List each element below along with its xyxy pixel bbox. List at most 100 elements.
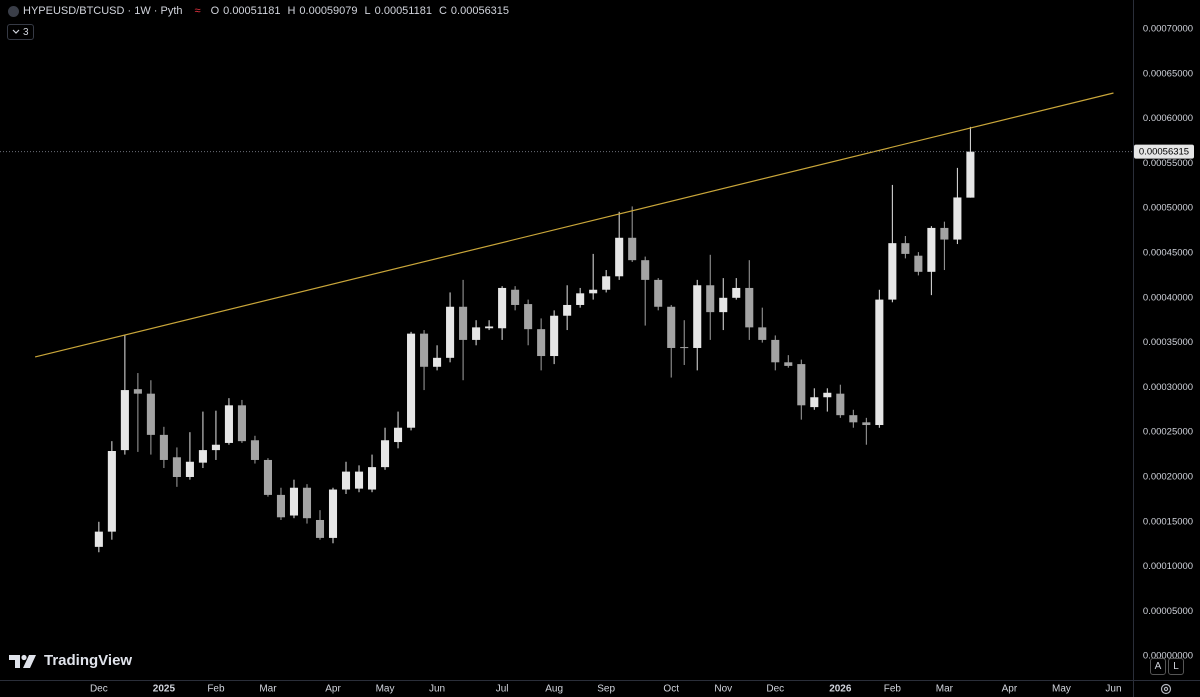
indicator-count: 3	[23, 26, 29, 38]
x-tick-label: Mar	[936, 684, 954, 695]
y-tick-label: 0.00020000	[1143, 472, 1193, 483]
candles: 0.00056315	[0, 92, 1194, 553]
symbol-icon	[8, 5, 19, 17]
ohlc-label: H	[287, 5, 296, 17]
candle-body	[172, 457, 181, 477]
candle-body	[94, 531, 103, 547]
candle-body	[472, 327, 481, 340]
candle-body	[719, 297, 728, 313]
candle-body	[498, 287, 507, 329]
y-tick-label: 0.00010000	[1143, 561, 1193, 572]
button-label: A	[1154, 661, 1162, 672]
candle-body	[159, 434, 168, 460]
last-price-label: 0.00056315	[1139, 147, 1189, 158]
candle-body	[706, 285, 715, 313]
chevron	[12, 29, 20, 34]
ohlc-label: O	[210, 5, 220, 17]
x-tick-label: 2025	[153, 684, 176, 695]
x-tick-label: Sep	[597, 684, 615, 695]
candle-body	[407, 333, 416, 428]
candle-body	[107, 451, 116, 532]
settings-icon[interactable]	[1160, 683, 1172, 695]
x-tick-label: Jun	[1105, 684, 1121, 695]
candle-body	[771, 339, 780, 363]
candle-body	[550, 315, 559, 357]
y-tick-label: 0.00065000	[1143, 68, 1193, 79]
x-tick-label: Mar	[259, 684, 277, 695]
log-scale-button[interactable]: L	[1168, 658, 1184, 675]
x-tick-label: Aug	[545, 684, 563, 695]
axis-labels: 0.00070000 0.00065000 0.00060000 0.00055000…	[90, 24, 1193, 695]
candle-body	[524, 304, 533, 330]
candle-body	[953, 197, 962, 240]
watermark-text: TradingView	[44, 652, 133, 669]
y-tick-label: 0.00025000	[1143, 427, 1193, 438]
candle-body	[901, 243, 910, 254]
candle-body	[836, 393, 845, 416]
indicators-toggle[interactable]: 3	[7, 24, 34, 40]
candle-body	[589, 289, 598, 294]
y-tick-label: 0.00030000	[1143, 382, 1193, 393]
y-tick-label: 0.00035000	[1143, 337, 1193, 348]
auto-scale-button[interactable]: A	[1150, 658, 1166, 675]
candle-body	[641, 260, 650, 280]
gear-hub	[1163, 686, 1169, 692]
x-tick-label: Jun	[429, 684, 445, 695]
candle-body	[276, 494, 286, 518]
candle-body	[849, 415, 858, 423]
ohlc-value: 0.00051181	[223, 5, 281, 17]
candle-body	[602, 276, 611, 290]
candle-body	[120, 390, 129, 451]
candle-body	[745, 287, 754, 328]
symbol-header: HYPEUSD/BTCUSD · 1W · Pyth ≈ O 0.00051181…	[8, 5, 509, 17]
candle-body	[224, 405, 233, 443]
candle-body	[459, 306, 468, 340]
watermark: TradingView	[9, 652, 132, 669]
trend-line	[34, 92, 1114, 358]
last-price-tag	[1134, 144, 1194, 159]
button-label: L	[1173, 661, 1179, 672]
x-tick-label: Nov	[714, 684, 732, 695]
candle-body	[289, 487, 299, 516]
symbol-name[interactable]: HYPEUSD/BTCUSD · 1W · Pyth	[23, 5, 183, 17]
candle-body	[367, 467, 377, 490]
x-tick-label: Jul	[496, 684, 509, 695]
x-tick-label: May	[376, 684, 395, 695]
ohlc-value: 0.00056315	[450, 5, 510, 17]
candle-body	[914, 255, 923, 272]
x-tick-label: Apr	[1002, 684, 1018, 695]
candle-body	[654, 279, 663, 307]
candle-body	[784, 362, 793, 366]
candle-body	[211, 444, 220, 451]
candle-body	[250, 440, 259, 460]
candle-body	[940, 227, 949, 240]
x-tick-label: May	[1052, 684, 1071, 695]
candle-body	[966, 151, 975, 198]
y-tick-label: 0.00040000	[1143, 292, 1193, 303]
candle-body	[420, 333, 429, 367]
y-tick-label: 0.00060000	[1143, 113, 1193, 124]
y-tick-label: 0.00015000	[1143, 516, 1193, 527]
candle-body	[576, 293, 585, 305]
ohlc-value: 0.00051181	[374, 5, 432, 17]
ohlc-label: L	[364, 5, 371, 17]
candle-body	[185, 461, 194, 477]
ohlc-label: C	[438, 5, 447, 17]
candle-body	[628, 237, 637, 261]
gear-ring	[1160, 683, 1172, 695]
x-tick-label: Dec	[90, 684, 108, 695]
candle-body	[302, 487, 312, 519]
candle-body	[133, 389, 142, 394]
y-tick-label: 0.00055000	[1143, 158, 1193, 169]
candle-body	[381, 440, 390, 468]
candle-body	[797, 364, 806, 406]
candle-body	[198, 450, 207, 463]
candle-body	[823, 392, 832, 398]
candle-body	[341, 471, 351, 490]
y-tick-label: 0.00005000	[1143, 606, 1193, 617]
x-tick-label: 2026	[829, 684, 852, 695]
candle-body	[563, 304, 572, 316]
candle-body	[263, 459, 272, 495]
